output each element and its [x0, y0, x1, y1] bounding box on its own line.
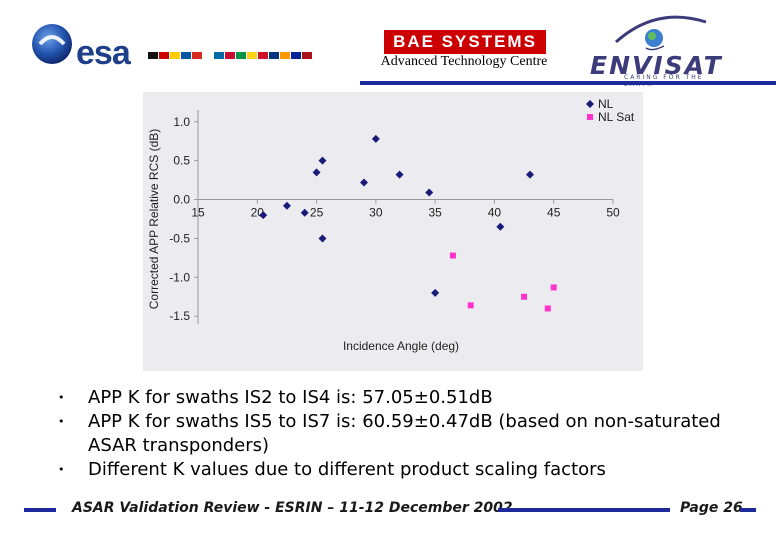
- scatter-chart: 1.0 0.5 0.0 -0.5 -1.0 -1.5 15 20 25 30 35 40 45 50 Inc…: [143, 92, 643, 371]
- data-point-nl: [360, 178, 368, 187]
- legend-label: NL Sat: [598, 110, 635, 124]
- data-point-nl-sat: [521, 293, 528, 300]
- flag-icon: [192, 52, 202, 59]
- data-point-nl: [371, 134, 380, 143]
- chart-svg: 1.00.50.0-0.5-1.0-1.515 20 25 30 35 40 45 50Inc…: [147, 97, 635, 353]
- footer-divider-left: [24, 508, 56, 512]
- flag-icon: [225, 52, 235, 59]
- data-point-nl: [431, 288, 440, 297]
- data-point-nl: [259, 211, 268, 220]
- data-point-nl: [282, 201, 291, 210]
- esa-logo: esa: [30, 20, 330, 72]
- y-tick-label: 0.5: [173, 154, 190, 168]
- flag-icon: [258, 52, 268, 59]
- flag-icon: [170, 52, 180, 59]
- y-tick-label: -0.5: [169, 231, 190, 245]
- esa-logo-text: esa: [76, 34, 131, 72]
- x-tick-label: 30: [369, 206, 383, 220]
- chart-points: [259, 134, 557, 312]
- flag-icon: [148, 52, 158, 59]
- legend-marker-nl: [586, 100, 594, 108]
- data-point-nl: [318, 234, 327, 243]
- bullet-item: Different K values due to different prod…: [58, 458, 758, 482]
- legend-label: NL: [598, 97, 614, 111]
- y-tick-label: -1.0: [169, 270, 190, 284]
- data-point-nl-sat: [449, 252, 456, 259]
- data-point-nl: [312, 168, 321, 177]
- x-axis-label: Incidence Angle (deg): [343, 339, 459, 353]
- data-point-nl: [395, 170, 404, 179]
- footer-divider-middle: [498, 508, 670, 512]
- flag-icon: [203, 52, 213, 59]
- y-axis-label: Corrected APP Relative RCS (dB): [147, 129, 161, 310]
- flag-icon: [214, 52, 224, 59]
- x-tick-label: 35: [428, 206, 442, 220]
- data-point-nl: [526, 170, 534, 179]
- flag-icon: [302, 52, 312, 59]
- data-point-nl: [300, 208, 309, 217]
- member-state-flags: [148, 52, 323, 59]
- x-tick-label: 25: [310, 206, 324, 220]
- footer-text: ASAR Validation Review - ESRIN – 11-12 D…: [72, 500, 513, 516]
- chart-axes: 1.00.50.0-0.5-1.0-1.515 20 25 30 35 40 45 50Inc…: [147, 110, 620, 353]
- flag-icon: [313, 52, 323, 59]
- y-tick-label: 0.0: [173, 193, 190, 207]
- bae-systems-logo: BAE SYSTEMS: [384, 30, 546, 54]
- data-point-nl: [496, 222, 505, 231]
- flag-icon: [236, 52, 246, 59]
- data-point-nl-sat: [467, 302, 474, 309]
- legend-marker-nl-sat: [587, 114, 593, 120]
- flag-icon: [159, 52, 169, 59]
- flag-icon: [247, 52, 257, 59]
- data-point-nl-sat: [550, 284, 557, 291]
- header-subtitle: Advanced Technology Centre: [380, 54, 548, 69]
- data-point-nl-sat: [544, 305, 551, 312]
- esa-globe-icon: [32, 24, 72, 64]
- flag-icon: [181, 52, 191, 59]
- header-divider: [360, 81, 776, 85]
- y-tick-label: -1.5: [169, 309, 190, 323]
- data-point-nl: [318, 156, 327, 165]
- bullet-list: APP K for swaths IS2 to IS4 is: 57.05±0.…: [58, 386, 758, 482]
- x-tick-label: 45: [547, 206, 561, 220]
- x-tick-label: 15: [191, 206, 205, 220]
- flag-icon: [280, 52, 290, 59]
- x-tick-label: 50: [606, 206, 620, 220]
- y-tick-label: 1.0: [173, 115, 190, 129]
- flag-icon: [269, 52, 279, 59]
- bullet-item: APP K for swaths IS5 to IS7 is: 60.59±0.…: [58, 410, 758, 458]
- envisat-logo-text: ENVISAT: [590, 51, 723, 80]
- x-tick-label: 40: [488, 206, 502, 220]
- envisat-orbit-icon: [614, 15, 707, 51]
- envisat-logo: ENVISAT CARING FOR THE EARTH: [586, 12, 736, 88]
- page-number: Page 26: [680, 500, 743, 516]
- data-point-nl: [425, 188, 434, 197]
- flag-icon: [291, 52, 301, 59]
- footer-divider-right: [740, 508, 756, 512]
- bullet-item: APP K for swaths IS2 to IS4 is: 57.05±0.…: [58, 386, 758, 410]
